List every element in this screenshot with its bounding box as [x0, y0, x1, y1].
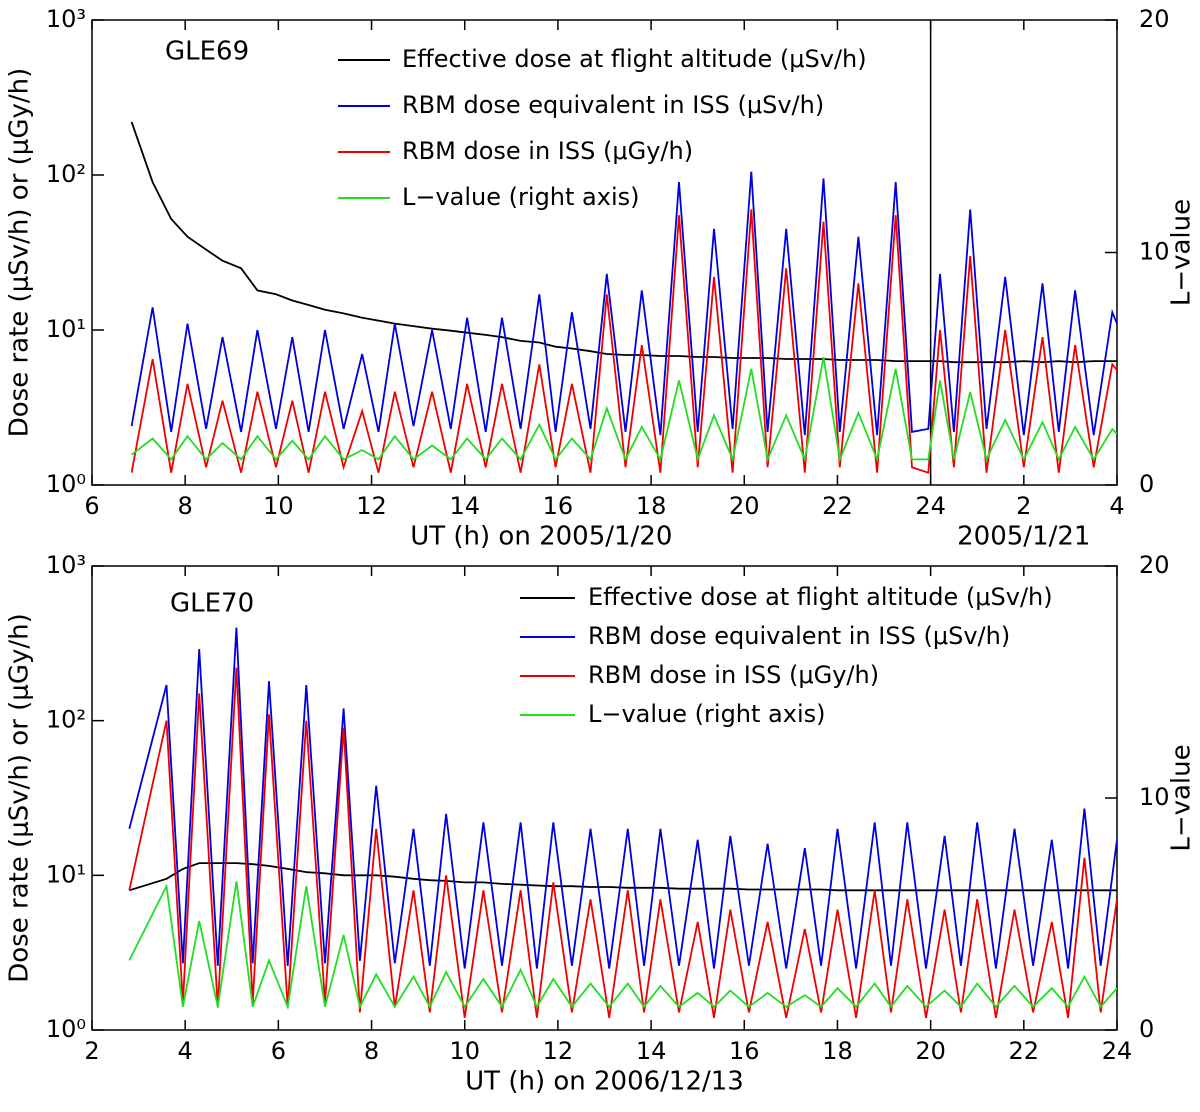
x-tick-label: 2 — [1016, 492, 1031, 520]
x-tick-label: 20 — [915, 1037, 946, 1065]
x-tick-label: 16 — [729, 1037, 760, 1065]
legend-label: RBM dose equivalent in ISS (μSv/h) — [588, 622, 1010, 650]
x-tick-label: 18 — [822, 1037, 853, 1065]
x-axis-label-2: 2005/1/21 — [957, 522, 1090, 552]
y2-tick-label: 20 — [1139, 551, 1170, 579]
x-tick-label: 12 — [356, 492, 387, 520]
y-tick-label: 10³ — [46, 5, 86, 33]
y2-axis-label: L−value — [1167, 744, 1197, 851]
series-line — [128, 627, 1117, 969]
legend-label: RBM dose in ISS (μGy/h) — [588, 661, 879, 689]
series-line — [129, 862, 1117, 892]
y-axis-label: Dose rate (μSv/h) or (μGy/h) — [5, 613, 35, 983]
x-tick-label: 4 — [1109, 492, 1124, 520]
y-tick-label: 10² — [46, 706, 86, 734]
y2-tick-label: 10 — [1139, 238, 1170, 266]
y-tick-label: 10⁰ — [46, 470, 86, 498]
x-tick-label: 18 — [636, 492, 667, 520]
legend-label: L−value (right axis) — [588, 700, 826, 728]
legend-label: RBM dose equivalent in ISS (μSv/h) — [402, 91, 824, 119]
x-tick-label: 10 — [263, 492, 294, 520]
y2-tick-label: 0 — [1139, 470, 1154, 498]
y-axis-label: Dose rate (μSv/h) or (μGy/h) — [5, 68, 35, 438]
y-tick-label: 10⁰ — [46, 1015, 86, 1043]
x-tick-label: 16 — [543, 492, 574, 520]
y2-tick-label: 20 — [1139, 5, 1170, 33]
x-tick-label: 22 — [822, 492, 853, 520]
x-tick-label: 14 — [636, 1037, 667, 1065]
series-line — [131, 356, 1117, 463]
x-tick-label: 8 — [364, 1037, 379, 1065]
series-line — [128, 881, 1117, 1011]
x-tick-label: 6 — [84, 492, 99, 520]
series-line — [130, 171, 1117, 436]
y-tick-label: 10² — [46, 160, 86, 188]
legend-label: L−value (right axis) — [402, 183, 640, 211]
x-tick-label: 24 — [1102, 1037, 1133, 1065]
x-axis-label: UT (h) on 2006/12/13 — [465, 1067, 744, 1097]
x-tick-label: 22 — [1009, 1037, 1040, 1065]
series-line — [130, 209, 1117, 474]
x-tick-label: 10 — [449, 1037, 480, 1065]
y-tick-label: 10¹ — [46, 315, 86, 343]
series-line — [128, 667, 1117, 1018]
y2-tick-label: 10 — [1139, 783, 1170, 811]
legend-label: Effective dose at flight altitude (μSv/h… — [588, 583, 1053, 611]
x-tick-label: 14 — [449, 492, 480, 520]
x-tick-label: 8 — [178, 492, 193, 520]
y-tick-label: 10¹ — [46, 860, 86, 888]
y-tick-label: 10³ — [46, 551, 86, 579]
panel-title: GLE70 — [170, 589, 254, 619]
x-axis-label: UT (h) on 2005/1/20 — [410, 522, 672, 552]
legend-label: RBM dose in ISS (μGy/h) — [402, 137, 693, 165]
y2-tick-label: 0 — [1139, 1015, 1154, 1043]
legend-label: Effective dose at flight altitude (μSv/h… — [402, 45, 867, 73]
y2-axis-label: L−value — [1167, 199, 1197, 306]
x-tick-label: 4 — [178, 1037, 193, 1065]
x-tick-label: 24 — [915, 492, 946, 520]
x-tick-label: 2 — [84, 1037, 99, 1065]
x-tick-label: 12 — [543, 1037, 574, 1065]
panel-title: GLE69 — [165, 37, 249, 67]
x-tick-label: 20 — [729, 492, 760, 520]
x-tick-label: 6 — [271, 1037, 286, 1065]
